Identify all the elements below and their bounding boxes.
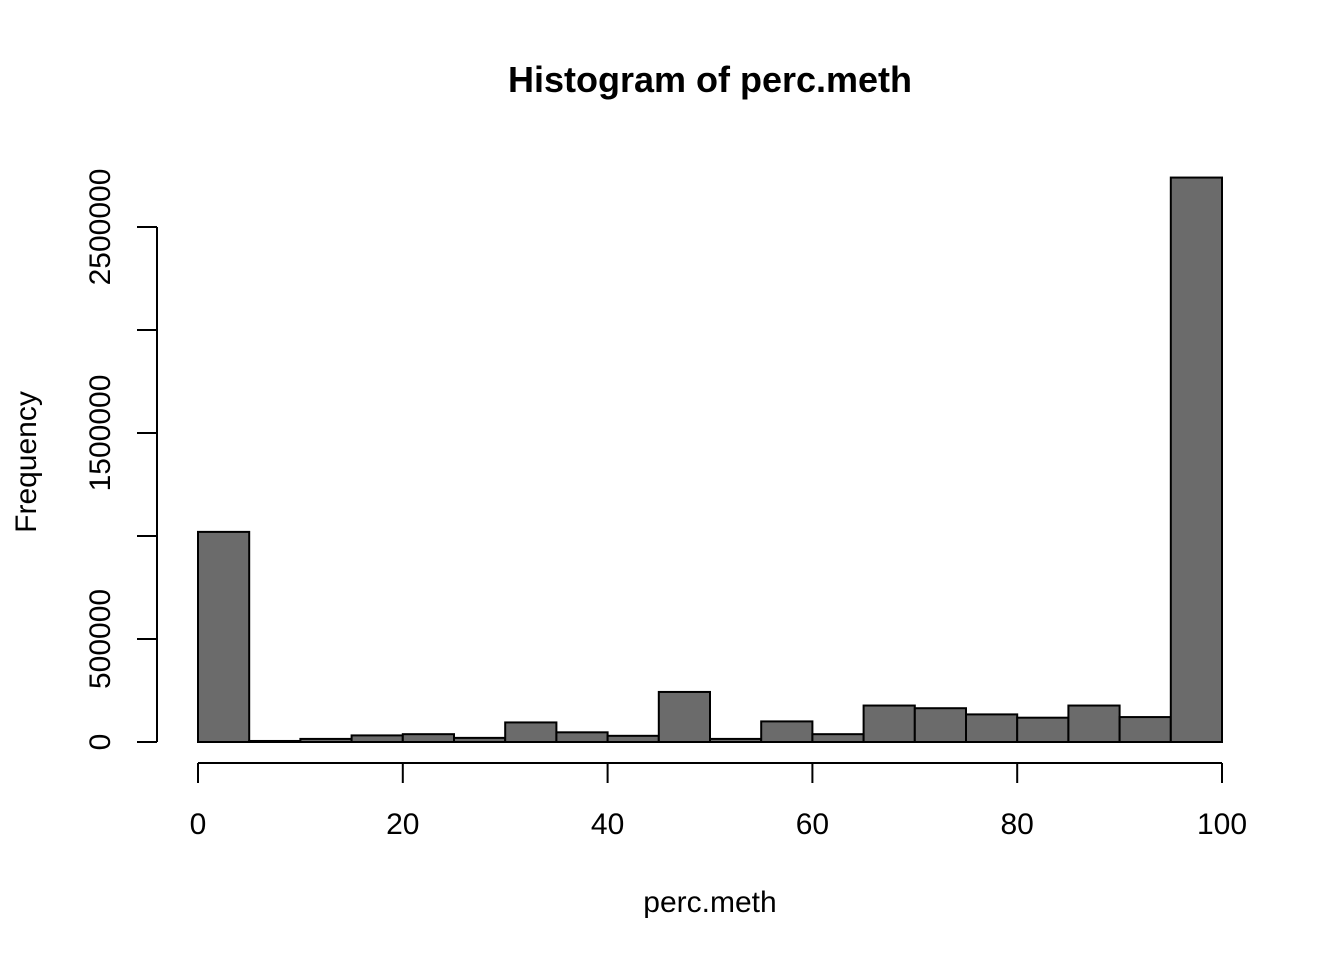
histogram-bar-35-40 <box>555 731 609 743</box>
histogram-bar-70-75 <box>913 707 967 744</box>
histogram-bar-30-35 <box>504 721 558 743</box>
histogram-bars <box>197 176 1224 744</box>
histogram-bar-60-65 <box>811 733 865 743</box>
x-tick-label-40: 40 <box>591 808 624 841</box>
histogram-bar-45-50 <box>657 690 711 744</box>
histogram-bar-80-85 <box>1016 716 1070 744</box>
x-tick-label-80: 80 <box>1001 808 1034 841</box>
histogram-bar-85-90 <box>1067 704 1121 744</box>
histogram-bar-75-80 <box>965 713 1019 743</box>
chart-title: Histogram of perc.meth <box>508 59 912 100</box>
y-tick-label-1500000: 1500000 <box>84 375 117 492</box>
x-tick-label-0: 0 <box>190 808 207 841</box>
histogram-bar-40-45 <box>606 734 660 744</box>
histogram-bar-20-25 <box>401 733 455 743</box>
histogram-bar-55-60 <box>760 720 814 744</box>
y-axis-label: Frequency <box>10 391 43 533</box>
y-tick-label-2500000: 2500000 <box>84 169 117 286</box>
histogram-bar-10-15 <box>299 737 353 743</box>
y-axis: 0 500000 1500000 2500000 <box>84 169 158 751</box>
histogram-bar-0-5 <box>197 530 251 743</box>
histogram-bar-50-55 <box>709 737 763 743</box>
x-axis: 0 20 40 60 80 100 <box>190 762 1247 841</box>
x-axis-label: perc.meth <box>643 886 776 919</box>
x-tick-label-60: 60 <box>796 808 829 841</box>
y-tick-label-500000: 500000 <box>84 589 117 689</box>
histogram-bar-90-95 <box>1118 716 1172 743</box>
histogram-bar-5-10 <box>248 739 302 743</box>
histogram-bar-65-70 <box>862 704 916 744</box>
histogram-bar-95-100 <box>1169 176 1224 743</box>
y-tick-label-0: 0 <box>84 734 117 751</box>
histogram-bar-15-20 <box>350 734 404 744</box>
x-tick-label-20: 20 <box>386 808 419 841</box>
x-tick-label-100: 100 <box>1197 808 1247 841</box>
histogram-bar-25-30 <box>453 736 507 744</box>
